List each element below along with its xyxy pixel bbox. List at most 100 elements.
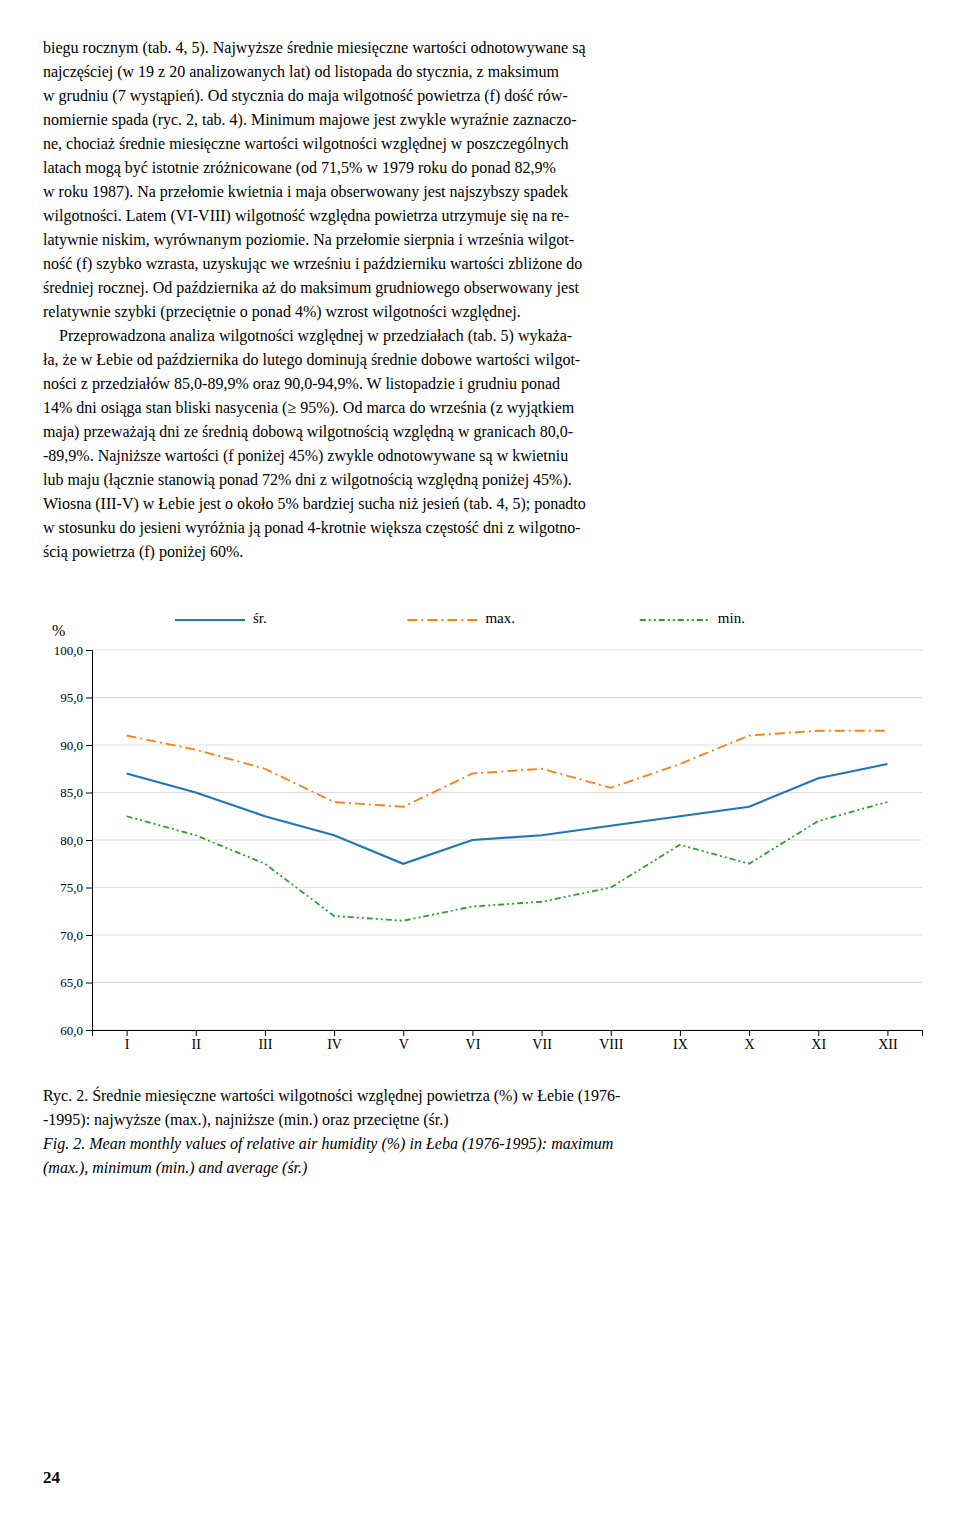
y-tick: 65,0 <box>60 975 92 990</box>
grid-line <box>92 887 922 888</box>
y-axis-line <box>86 651 93 1031</box>
grid <box>92 650 922 1030</box>
x-tick-mark <box>403 1030 404 1036</box>
text-line: Przeprowadzona analiza wilgotności wzglę… <box>43 327 572 345</box>
text-line: biegu rocznym (tab. 4, 5). Najwyższe śre… <box>43 39 586 57</box>
y-tick: 85,0 <box>60 785 92 800</box>
y-tick-label: 100,0 <box>54 643 83 658</box>
grid-line <box>92 792 922 793</box>
x-tick-mark <box>472 1030 473 1036</box>
x-tick-mark <box>196 1030 197 1036</box>
x-tick-mark <box>887 1030 888 1036</box>
x-axis: IIIIIIIVVVIVIIVIIIIXXXIXII <box>93 1030 923 1052</box>
text-line: wilgotności. Latem (VI-VIII) wilgotność … <box>43 207 569 225</box>
y-tick-mark <box>86 983 92 984</box>
x-tick-label: I <box>125 1037 130 1052</box>
x-tick: X <box>745 1030 755 1052</box>
y-axis-title: % <box>52 622 65 639</box>
x-tick: XI <box>811 1030 826 1052</box>
x-tick: I <box>125 1030 130 1052</box>
series-line <box>127 731 888 807</box>
text-line: w roku 1987). Na przełomie kwietnia i ma… <box>43 183 568 201</box>
legend-label: min. <box>718 610 745 626</box>
chart: 60,065,070,075,080,085,090,095,0100,0III… <box>52 610 923 1052</box>
legend-swatch <box>640 619 710 621</box>
y-tick-label: 60,0 <box>60 1023 83 1038</box>
x-tick: V <box>399 1030 409 1052</box>
y-tick-label: 85,0 <box>60 785 83 800</box>
text-line: ne, chociaż średnie miesięczne wartości … <box>43 135 569 153</box>
caption: Ryc. 2. Średnie miesięczne wartości wilg… <box>42 1086 620 1177</box>
x-tick: VIII <box>599 1030 623 1052</box>
grid-line <box>92 982 922 983</box>
caption-line: -1995): najwyższe (max.), najniższe (min… <box>43 1111 449 1129</box>
y-tick: 95,0 <box>60 690 92 705</box>
x-tick-label: XII <box>878 1037 898 1052</box>
y-tick-mark <box>86 698 92 699</box>
series-line <box>127 802 888 921</box>
x-tick: IV <box>327 1030 342 1052</box>
x-tick-label: VII <box>532 1037 552 1052</box>
text-line: latach mogą być istotnie zróżnicowane (o… <box>43 159 556 177</box>
x-tick-label: VIII <box>599 1037 623 1052</box>
x-axis-line <box>93 1031 923 1037</box>
y-tick: 100,0 <box>54 643 92 658</box>
text-line: najczęściej (w 19 z 20 analizowanych lat… <box>43 63 559 81</box>
text-line: 14% dni osiąga stan bliski nasycenia (≥ … <box>43 399 575 417</box>
grid-line <box>92 697 922 698</box>
grid-line <box>92 840 922 841</box>
x-tick-label: III <box>258 1037 272 1052</box>
x-tick-label: XI <box>811 1037 826 1052</box>
y-tick: 70,0 <box>60 928 92 943</box>
text-line: lub maju (łącznie stanowią ponad 72% dni… <box>43 471 572 489</box>
x-tick: VI <box>466 1030 481 1052</box>
y-tick-label: 75,0 <box>60 880 83 895</box>
grid-line <box>92 650 922 651</box>
page-number: 24 <box>43 1468 61 1487</box>
x-tick-mark <box>542 1030 543 1036</box>
y-tick: 90,0 <box>60 738 92 753</box>
legend-label: śr. <box>253 610 267 626</box>
text-line: Wiosna (III-V) w Łebie jest o około 5% b… <box>43 495 586 513</box>
x-tick: III <box>258 1030 272 1052</box>
x-tick-mark <box>127 1030 128 1036</box>
y-tick-label: 65,0 <box>60 975 83 990</box>
x-tick-mark <box>334 1030 335 1036</box>
x-tick-mark <box>265 1030 266 1036</box>
y-tick-mark <box>86 935 92 936</box>
legend-swatch <box>175 619 245 621</box>
text-line: latywnie niskim, wyrównanym poziomie. Na… <box>43 231 574 249</box>
grid-line <box>92 935 922 936</box>
x-tick: VII <box>532 1030 552 1052</box>
text-line: w stosunku do jesieni wyróżnia ją ponad … <box>43 519 581 537</box>
text-line: nomiernie spada (ryc. 2, tab. 4). Minimu… <box>43 111 577 129</box>
y-tick: 75,0 <box>60 880 92 895</box>
text-line: w grudniu (7 wystąpień). Od stycznia do … <box>43 87 568 105</box>
x-tick-label: V <box>399 1037 409 1052</box>
text-line: maja) przeważają dni ze średnią dobową w… <box>43 423 573 441</box>
y-axis: 60,065,070,075,080,085,090,095,0100,0 <box>54 643 93 1038</box>
x-tick-mark <box>818 1030 819 1036</box>
legend-swatch <box>407 619 477 621</box>
x-tick-mark <box>611 1030 612 1036</box>
caption-line: Ryc. 2. Średnie miesięczne wartości wilg… <box>43 1086 620 1105</box>
lines <box>127 731 888 921</box>
y-tick: 60,0 <box>60 1023 92 1038</box>
page: biegu rocznym (tab. 4, 5). Najwyższe śre… <box>0 0 960 1517</box>
y-tick-mark <box>86 793 92 794</box>
y-tick-mark <box>86 840 92 841</box>
text-line: relatywnie szybki (przeciętnie o ponad 4… <box>43 303 521 321</box>
x-tick-label: IX <box>673 1037 688 1052</box>
legend-item: max. <box>407 610 515 626</box>
legend-item: śr. <box>175 610 267 626</box>
grid-line <box>92 745 922 746</box>
x-tick: IX <box>673 1030 688 1052</box>
legend-label: max. <box>485 610 515 626</box>
text-line: ność (f) szybko wzrasta, uzyskując we wr… <box>43 255 582 273</box>
legend-item: min. <box>640 610 745 626</box>
x-tick-mark <box>680 1030 681 1036</box>
x-tick-label: VI <box>466 1037 481 1052</box>
y-tick-label: 95,0 <box>60 690 83 705</box>
y-tick-mark <box>86 1030 92 1031</box>
x-tick-label: IV <box>327 1037 342 1052</box>
